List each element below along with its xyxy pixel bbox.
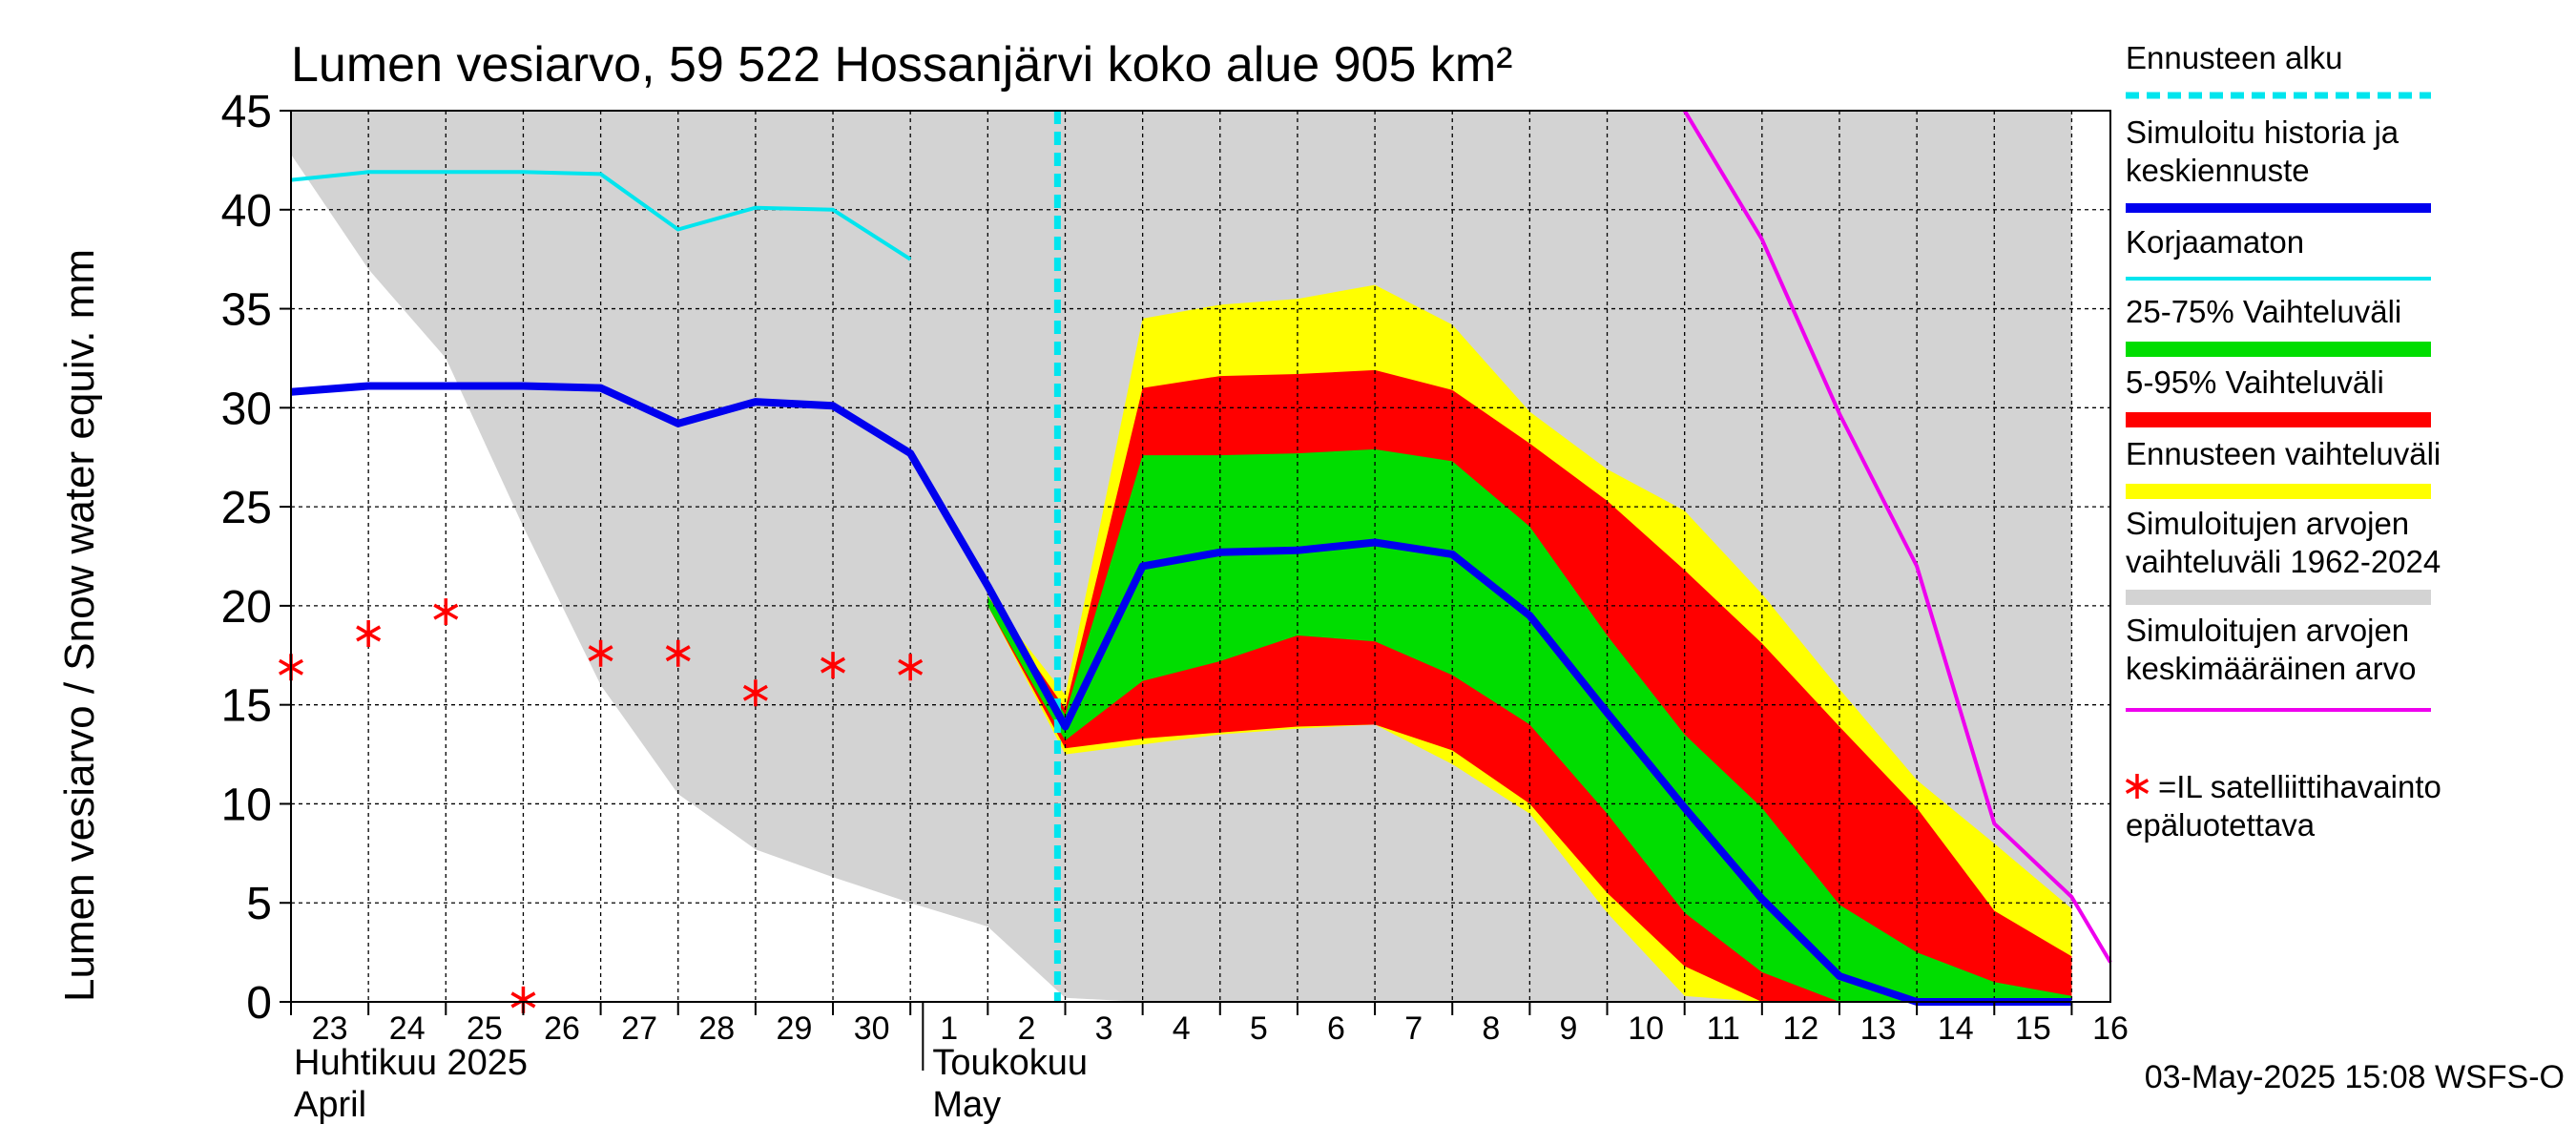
x-day-label: 13 [1860,1010,1897,1047]
x-day-label: 2 [1017,1010,1035,1047]
x-day-label: 5 [1250,1010,1268,1047]
y-tick-label: 20 [221,582,272,633]
x-day-label: 28 [698,1010,735,1047]
x-day-label: 4 [1173,1010,1191,1047]
legend-label: keskiennuste [2126,153,2310,188]
x-day-label: 27 [621,1010,657,1047]
y-tick-label: 30 [221,384,272,434]
satellite-observation-point [898,654,924,681]
x-day-label: 23 [312,1010,348,1047]
y-tick-label: 5 [246,879,272,929]
x-day-label: 16 [2092,1010,2129,1047]
x-day-label: 29 [777,1010,813,1047]
series-line-2 [1682,109,2112,964]
x-day-label: 9 [1559,1010,1577,1047]
y-tick-label: 45 [221,87,272,137]
satellite-observation-point [665,639,691,667]
y-tick-label: 35 [221,285,272,336]
legend-label: Simuloitujen arvojen [2126,506,2409,541]
satellite-observation-point [742,679,768,707]
x-day-label: 10 [1628,1010,1664,1047]
x-day-label: 11 [1707,1010,1740,1047]
legend-label: 5-95% Vaihteluväli [2126,364,2384,400]
footer-timestamp: 03-May-2025 15:08 WSFS-O [2145,1059,2565,1095]
y-tick-label: 15 [221,681,272,732]
x-day-label: 24 [389,1010,426,1047]
satellite-observation-point [588,639,613,667]
y-axis-label: Lumen vesiarvo / Snow water equiv. mm [56,249,103,1002]
x-day-label: 1 [940,1010,958,1047]
legend-label: epäluotettava [2126,807,2316,843]
legend-label: 25-75% Vaihteluväli [2126,294,2401,329]
satellite-observation-point [356,619,382,647]
y-tick-label: 40 [221,186,272,237]
x-day-label: 7 [1404,1010,1423,1047]
legend-label: keskimääräinen arvo [2126,651,2416,686]
x-day-label: 12 [1782,1010,1818,1047]
x-day-label: 6 [1327,1010,1345,1047]
legend-label: vaihteluväli 1962-2024 [2126,544,2441,579]
band-3 [987,448,2072,1002]
legend-label: =IL satelliittihavainto [2158,769,2441,804]
legend-star-icon [2125,774,2150,799]
x-day-label: 8 [1482,1010,1500,1047]
x-day-label: 14 [1938,1010,1974,1047]
x-day-label: 30 [854,1010,890,1047]
legend-label: Korjaamaton [2126,224,2304,260]
x-day-label: 25 [467,1010,503,1047]
series-line-0 [290,382,2072,1006]
month-label-en: April [294,1085,366,1125]
satellite-observation-point [433,598,459,626]
legend-label: Simuloitujen arvojen [2126,613,2409,648]
x-day-label: 26 [544,1010,580,1047]
legend-label: Simuloitu historia ja [2126,114,2399,150]
legend-label: Ennusteen vaihteluväli [2126,436,2441,471]
x-day-label: 15 [2015,1010,2051,1047]
x-day-label: 3 [1095,1010,1113,1047]
y-tick-label: 0 [246,978,272,1029]
month-label-en: May [932,1085,1001,1125]
y-tick-label: 25 [221,483,272,533]
y-tick-label: 10 [221,780,272,830]
series-line-1 [290,170,912,261]
month-label-fi: Huhtikuu 2025 [294,1043,528,1083]
month-label-fi: Toukokuu [932,1043,1088,1083]
chart-title: Lumen vesiarvo, 59 522 Hossanjärvi koko … [291,37,1512,93]
legend-label: Ennusteen alku [2126,40,2343,75]
satellite-observation-point [821,652,846,679]
plot-frame [290,110,2111,1003]
